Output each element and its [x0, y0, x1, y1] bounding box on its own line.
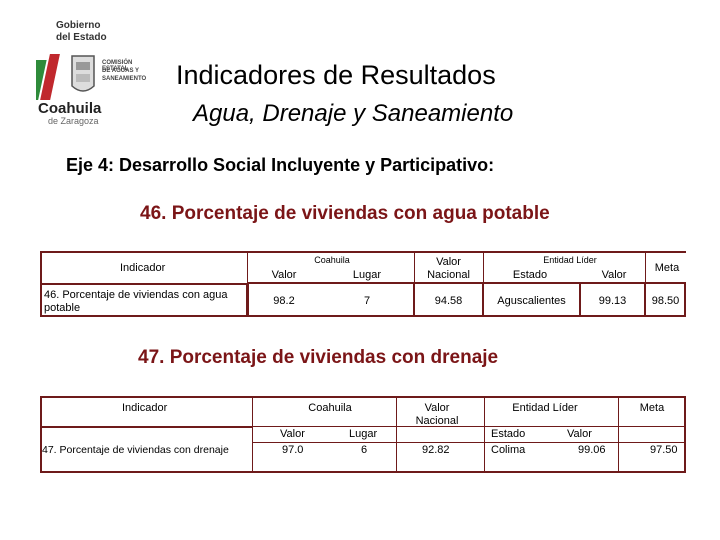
table1-h-valor: Valor — [271, 269, 297, 281]
table2-right-line — [684, 398, 686, 473]
table1-sep-1 — [414, 253, 415, 283]
table1-h-valor2: Valor — [601, 269, 627, 281]
table1-h-meta: Meta — [654, 262, 680, 274]
table1-valor-cell — [248, 283, 414, 317]
table1-indicador-header-cell — [40, 253, 248, 283]
table1-row-indicador-1: 46. Porcentaje de viviendas con agua — [44, 289, 228, 301]
table2-h-lugar: Lugar — [349, 428, 378, 440]
table1-indicador-row-cell — [40, 283, 248, 317]
table1-row-valor: 98.2 — [273, 295, 295, 307]
page-subtitle: Agua, Drenaje y Saneamiento — [193, 100, 514, 127]
table2-header-mid-line — [253, 426, 686, 427]
table2-h-entidad: Entidad Líder — [512, 402, 578, 414]
table1-row-indicador-2: potable — [44, 302, 81, 314]
table2-row-nacional: 92.82 — [422, 444, 450, 456]
table1-h-valor-nacional-1: Valor — [436, 256, 461, 268]
table2-h-estado: Estado — [491, 428, 526, 440]
table1-h-coahuila: Coahuila — [314, 255, 350, 265]
table1-h-entidad: Entidad Líder — [543, 255, 597, 265]
table1-h-valor-nacional-2: Nacional — [427, 269, 470, 281]
table2-indicador-header-cell — [40, 398, 253, 426]
logo-agency-1: COMISIÓN ESTATAL — [102, 60, 133, 72]
table1-row-lugar: 7 — [363, 295, 371, 307]
table2-row-valor-lider: 99.06 — [578, 444, 606, 456]
table2-h-valor: Valor — [280, 428, 305, 440]
table2-sep-1 — [396, 398, 397, 473]
table2-subheader-line — [253, 442, 686, 443]
table2-title: 47. Porcentaje de viviendas con drenaje — [138, 347, 499, 368]
table2-h-meta: Meta — [639, 402, 665, 414]
axis-heading: Eje 4: Desarrollo Social Incluyente y Pa… — [66, 155, 495, 175]
table1-h-estado: Estado — [512, 269, 548, 281]
table2-bottom-line — [253, 471, 686, 473]
table1-h-indicador: Indicador — [120, 262, 166, 274]
logo-state-suffix: de Zaragoza — [48, 116, 99, 126]
table1-meta-cell — [645, 283, 686, 317]
table1-header-top-line — [40, 251, 686, 253]
table2-h-indicador: Indicador — [122, 402, 168, 414]
table2-row-lugar: 6 — [361, 444, 368, 456]
table2-row-estado: Colima — [491, 444, 526, 456]
logo-agency-3: SANEAMIENTO — [102, 76, 147, 82]
table1-row-estado: Aguscalientes — [497, 295, 566, 307]
logo-line2: del Estado — [56, 32, 107, 43]
table2-h-valor-nacional-1: Valor — [424, 402, 450, 414]
table1-valor-lider-cell — [580, 283, 645, 317]
page-title: Indicadores de Resultados — [176, 60, 496, 90]
table1-nacional-cell — [414, 283, 483, 317]
table1-row-meta: 98.50 — [651, 295, 680, 307]
table2-h-valor-nacional-2: Nacional — [415, 415, 459, 427]
table1-sep-2 — [483, 253, 484, 283]
logo-line1: Gobierno — [56, 20, 101, 31]
table2-indicador-row-cell — [40, 426, 253, 473]
table2-row-indicador: 47. Porcentaje de viviendas con drenaje — [42, 444, 229, 456]
table1-sep-3 — [645, 253, 646, 283]
coahuila-logo: Gobierno del Estado COMISIÓN ESTATAL DE … — [36, 16, 148, 128]
coat-of-arms-icon — [36, 54, 95, 100]
table2-row-meta: 97.50 — [650, 444, 678, 456]
table2-sep-3 — [618, 398, 619, 473]
logo-agency-2: DE AGUAS Y — [102, 68, 140, 74]
table1-title: 46. Porcentaje de viviendas con agua pot… — [140, 203, 550, 224]
table2-sep-2 — [484, 398, 485, 473]
table2-header-top-line — [40, 396, 686, 398]
table1-row-valor-lider: 99.13 — [598, 295, 627, 307]
table1-header-bottom-line — [248, 282, 686, 283]
table2-h-valor2: Valor — [567, 428, 592, 440]
logo-state: Coahuila — [38, 100, 102, 117]
table1-estado-cell — [483, 283, 580, 317]
table1-h-lugar: Lugar — [352, 269, 382, 281]
table1-row-nacional: 94.58 — [434, 295, 463, 307]
table2-h-coahuila: Coahuila — [308, 402, 352, 414]
table2-row-valor: 97.0 — [282, 444, 304, 456]
